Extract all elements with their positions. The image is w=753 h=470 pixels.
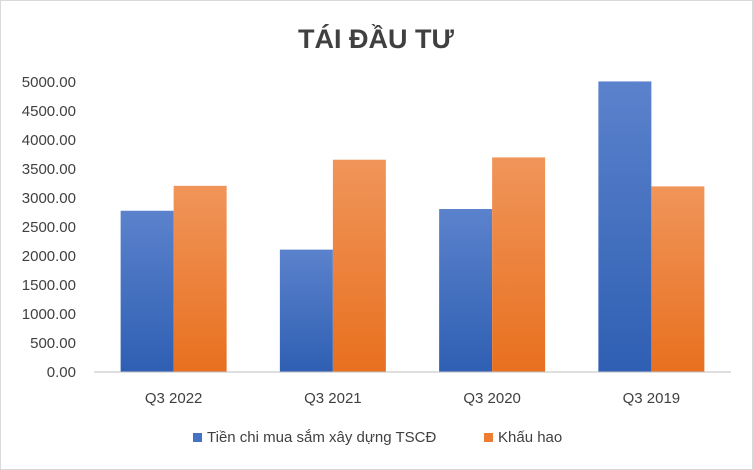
y-tick-label: 1500.00	[22, 277, 76, 294]
legend-label: Tiền chi mua sắm xây dựng TSCĐ	[207, 429, 436, 446]
bar-tscd-q3-2022	[120, 210, 174, 372]
y-tick-label: 5000.00	[22, 74, 76, 91]
y-axis: 0.00 500.00 1000.00 1500.00 2000.00 2500.00 30…	[22, 74, 76, 381]
legend: Tiền chi mua sắm xây dựng TSCĐ Khấu hao	[193, 429, 562, 446]
bars	[120, 81, 705, 373]
y-tick-label: 2000.00	[22, 248, 76, 265]
y-tick-label: 4500.00	[22, 103, 76, 120]
y-tick-label: 3000.00	[22, 190, 76, 207]
chart-title: TÁI ĐẦU TƯ	[298, 23, 454, 54]
bar-khau-hao-q3-2021	[332, 159, 386, 372]
legend-label: Khấu hao	[498, 429, 562, 446]
bar-khau-hao-q3-2020	[492, 157, 546, 372]
x-tick-label: Q3 2021	[304, 390, 362, 407]
bar-khau-hao-q3-2019	[651, 186, 705, 372]
x-tick-label: Q3 2022	[145, 390, 203, 407]
y-tick-label: 500.00	[30, 335, 76, 352]
bar-khau-hao-q3-2022	[173, 185, 227, 372]
x-tick-label: Q3 2020	[463, 390, 521, 407]
bar-tscd-q3-2020	[439, 209, 493, 372]
bar-tscd-q3-2019	[598, 81, 652, 373]
y-tick-label: 0.00	[47, 364, 76, 381]
x-tick-label: Q3 2019	[623, 390, 681, 407]
x-axis: Q3 2022 Q3 2021 Q3 2020 Q3 2019	[145, 390, 680, 407]
legend-swatch	[193, 433, 202, 442]
bar-tscd-q3-2021	[279, 249, 333, 372]
y-tick-label: 3500.00	[22, 161, 76, 178]
y-tick-label: 2500.00	[22, 219, 76, 236]
y-tick-label: 1000.00	[22, 306, 76, 323]
legend-swatch	[484, 433, 493, 442]
y-tick-label: 4000.00	[22, 132, 76, 149]
